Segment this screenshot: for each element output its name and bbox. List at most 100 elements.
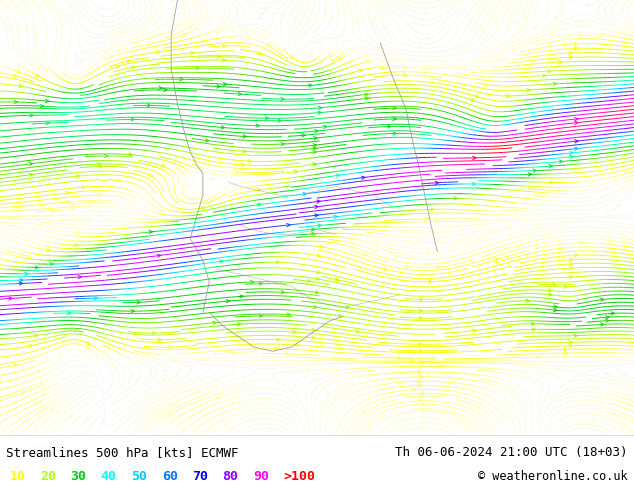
FancyArrowPatch shape — [224, 186, 228, 189]
FancyArrowPatch shape — [382, 26, 385, 30]
FancyArrowPatch shape — [286, 352, 289, 355]
FancyArrowPatch shape — [323, 125, 327, 128]
FancyArrowPatch shape — [78, 275, 81, 279]
FancyArrowPatch shape — [274, 347, 278, 350]
FancyArrowPatch shape — [266, 43, 270, 47]
FancyArrowPatch shape — [312, 328, 315, 332]
FancyArrowPatch shape — [437, 236, 441, 239]
FancyArrowPatch shape — [506, 95, 509, 98]
FancyArrowPatch shape — [585, 4, 588, 7]
FancyArrowPatch shape — [10, 28, 13, 32]
FancyArrowPatch shape — [110, 43, 113, 47]
FancyArrowPatch shape — [580, 37, 583, 40]
FancyArrowPatch shape — [507, 26, 510, 30]
FancyArrowPatch shape — [377, 48, 380, 51]
FancyArrowPatch shape — [616, 203, 620, 207]
FancyArrowPatch shape — [420, 18, 424, 22]
FancyArrowPatch shape — [217, 85, 220, 88]
FancyArrowPatch shape — [292, 7, 295, 11]
FancyArrowPatch shape — [430, 208, 434, 211]
FancyArrowPatch shape — [418, 384, 422, 387]
FancyArrowPatch shape — [368, 424, 372, 427]
FancyArrowPatch shape — [227, 16, 230, 20]
FancyArrowPatch shape — [8, 249, 12, 252]
FancyArrowPatch shape — [50, 409, 54, 412]
FancyArrowPatch shape — [559, 247, 562, 250]
FancyArrowPatch shape — [441, 365, 444, 368]
FancyArrowPatch shape — [417, 370, 420, 374]
FancyArrowPatch shape — [403, 66, 407, 69]
FancyArrowPatch shape — [510, 387, 514, 390]
FancyArrowPatch shape — [260, 412, 264, 415]
FancyArrowPatch shape — [351, 22, 355, 25]
FancyArrowPatch shape — [560, 21, 564, 24]
FancyArrowPatch shape — [51, 399, 55, 402]
FancyArrowPatch shape — [223, 13, 226, 16]
FancyArrowPatch shape — [21, 392, 25, 395]
FancyArrowPatch shape — [569, 51, 573, 55]
FancyArrowPatch shape — [418, 42, 422, 45]
FancyArrowPatch shape — [587, 427, 590, 430]
FancyArrowPatch shape — [314, 386, 318, 390]
FancyArrowPatch shape — [548, 236, 552, 240]
FancyArrowPatch shape — [569, 151, 573, 155]
FancyArrowPatch shape — [311, 232, 315, 236]
FancyArrowPatch shape — [574, 42, 578, 46]
FancyArrowPatch shape — [30, 114, 33, 117]
FancyArrowPatch shape — [158, 338, 161, 342]
FancyArrowPatch shape — [167, 414, 171, 417]
FancyArrowPatch shape — [495, 258, 498, 262]
FancyArrowPatch shape — [550, 181, 553, 184]
FancyArrowPatch shape — [216, 395, 220, 399]
FancyArrowPatch shape — [150, 369, 153, 372]
FancyArrowPatch shape — [162, 378, 165, 381]
FancyArrowPatch shape — [266, 422, 269, 425]
FancyArrowPatch shape — [150, 17, 153, 21]
FancyArrowPatch shape — [393, 117, 396, 121]
FancyArrowPatch shape — [194, 13, 197, 17]
FancyArrowPatch shape — [157, 50, 160, 54]
FancyArrowPatch shape — [86, 417, 89, 421]
FancyArrowPatch shape — [532, 328, 535, 331]
FancyArrowPatch shape — [102, 21, 106, 24]
FancyArrowPatch shape — [574, 254, 578, 257]
FancyArrowPatch shape — [247, 409, 250, 412]
FancyArrowPatch shape — [314, 214, 318, 217]
FancyArrowPatch shape — [318, 224, 321, 227]
FancyArrowPatch shape — [205, 139, 209, 142]
Text: 70: 70 — [192, 470, 208, 483]
FancyArrowPatch shape — [456, 64, 460, 67]
FancyArrowPatch shape — [419, 317, 422, 320]
FancyArrowPatch shape — [569, 155, 573, 159]
FancyArrowPatch shape — [605, 319, 609, 322]
FancyArrowPatch shape — [320, 245, 323, 248]
FancyArrowPatch shape — [183, 13, 186, 17]
FancyArrowPatch shape — [590, 423, 593, 427]
FancyArrowPatch shape — [132, 33, 136, 36]
FancyArrowPatch shape — [105, 49, 108, 52]
FancyArrowPatch shape — [39, 381, 43, 385]
FancyArrowPatch shape — [269, 367, 273, 370]
FancyArrowPatch shape — [287, 313, 290, 316]
FancyArrowPatch shape — [387, 125, 391, 128]
FancyArrowPatch shape — [593, 386, 596, 390]
FancyArrowPatch shape — [283, 370, 286, 374]
FancyArrowPatch shape — [19, 84, 22, 88]
FancyArrowPatch shape — [314, 129, 318, 133]
FancyArrowPatch shape — [268, 427, 271, 430]
FancyArrowPatch shape — [421, 361, 424, 364]
FancyArrowPatch shape — [89, 218, 92, 220]
FancyArrowPatch shape — [600, 323, 604, 326]
FancyArrowPatch shape — [253, 355, 256, 359]
FancyArrowPatch shape — [569, 344, 573, 347]
FancyArrowPatch shape — [221, 390, 224, 393]
Text: 60: 60 — [162, 470, 178, 483]
FancyArrowPatch shape — [420, 375, 423, 379]
FancyArrowPatch shape — [340, 53, 344, 56]
FancyArrowPatch shape — [213, 321, 216, 324]
FancyArrowPatch shape — [258, 16, 262, 19]
FancyArrowPatch shape — [219, 260, 223, 263]
Text: 40: 40 — [101, 470, 117, 483]
FancyArrowPatch shape — [419, 240, 423, 243]
Text: 80: 80 — [223, 470, 238, 483]
